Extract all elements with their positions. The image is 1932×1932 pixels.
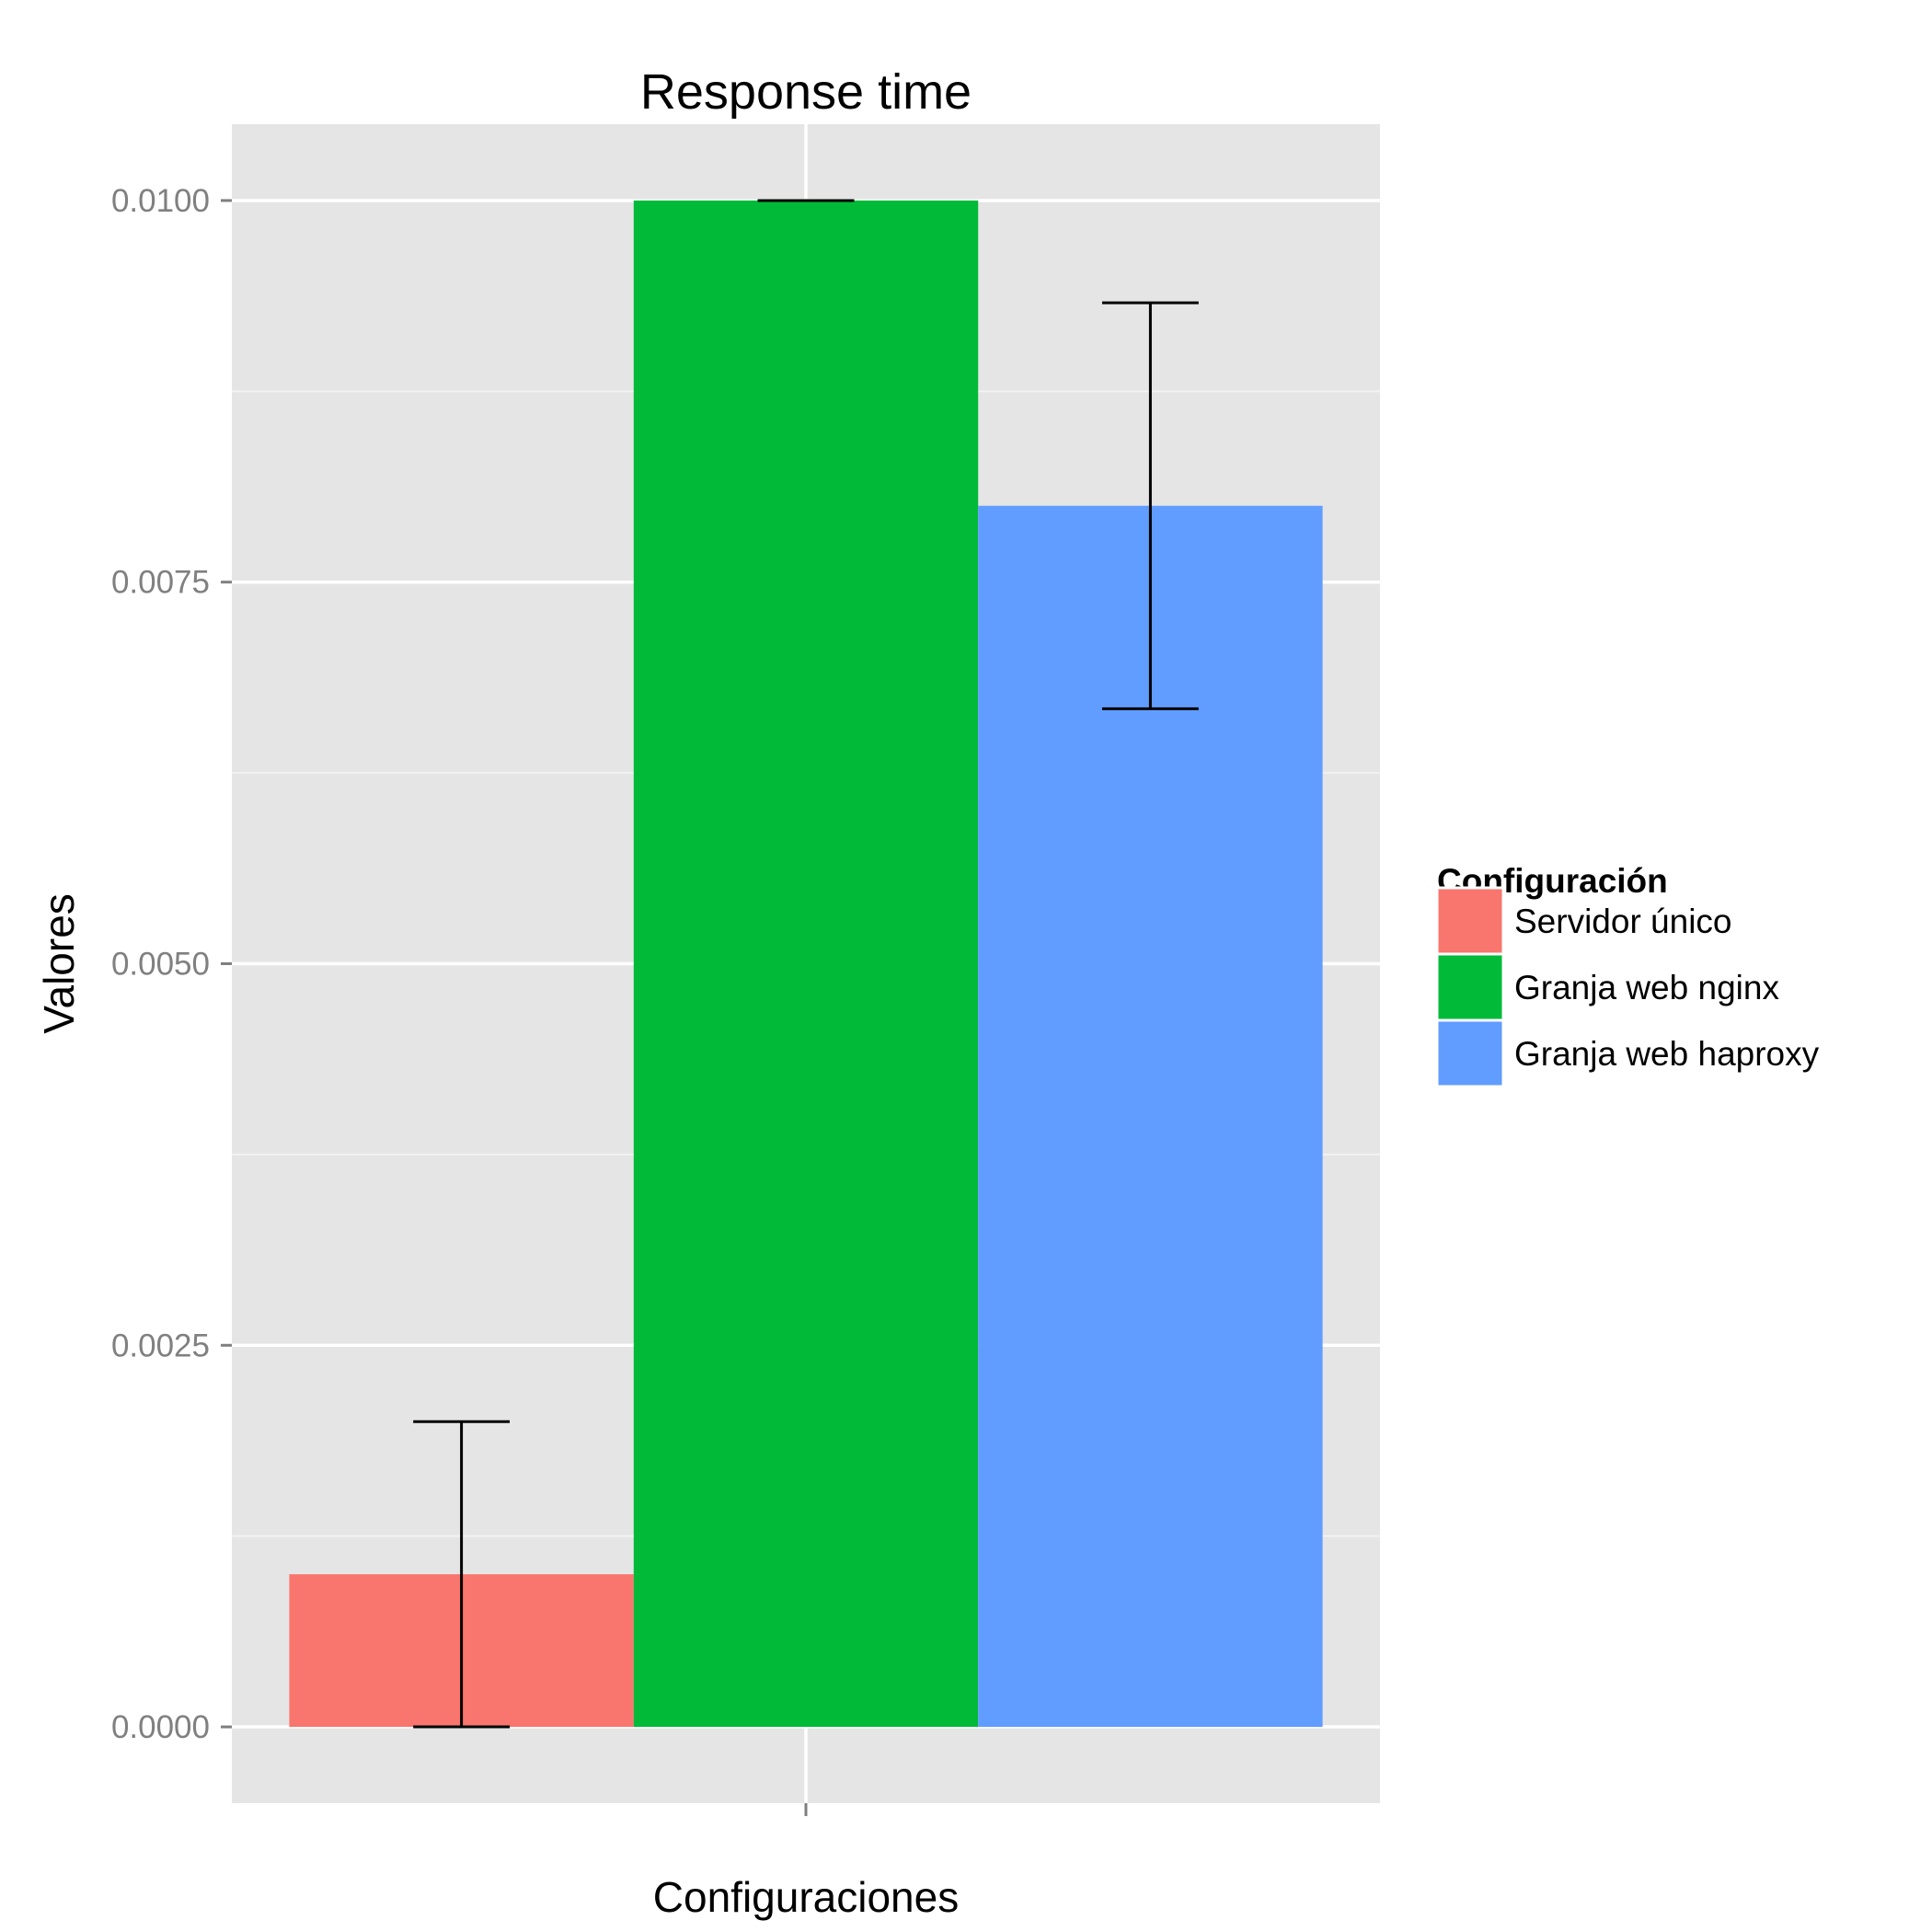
x-axis-label: Configuraciones [653,1873,959,1921]
y-axis: 0.0000 0.0025 0.0050 0.0075 0.0100 [111,183,232,1745]
legend-label-0: Servidor único [1514,903,1732,940]
y-tick-label: 0.0050 [111,947,210,983]
legend-key-1 [1435,952,1505,1022]
chart-title: Response time [640,64,972,120]
legend-key-2 [1435,1018,1505,1088]
y-tick-label: 0.0075 [111,565,210,601]
error-bars [413,199,1199,1729]
legend-label-1: Granja web nginx [1514,969,1779,1006]
legend-key-0 [1435,886,1505,956]
y-axis-label: Valores [35,893,83,1034]
y-tick-label: 0.0100 [111,183,210,219]
bar-1 [633,200,979,1728]
y-tick-label: 0.0025 [111,1328,210,1363]
legend-label-2: Granja web haproxy [1514,1035,1820,1073]
y-tick-label: 0.0000 [111,1709,210,1745]
